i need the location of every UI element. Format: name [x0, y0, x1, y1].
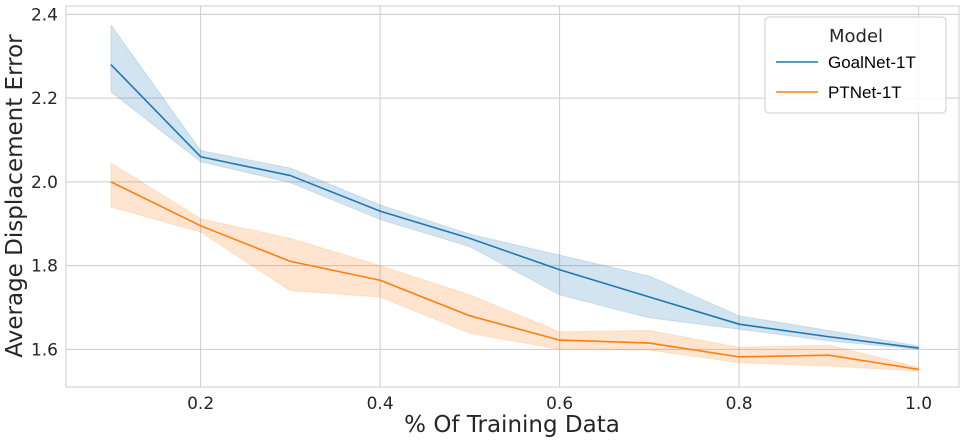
legend: Model GoalNet-1T PTNet-1T — [764, 16, 947, 114]
x-axis-label: % Of Training Data — [404, 412, 620, 438]
line-ptnet-1t — [110, 181, 919, 371]
y-tick-label: 2.0 — [31, 173, 58, 193]
y-axis-ticks: 1.6 1.8 2.0 2.2 2.4 — [31, 5, 58, 360]
line-goalnet-1t — [110, 64, 919, 349]
x-tick-label: 0.2 — [187, 394, 214, 414]
legend-title: Model — [829, 26, 883, 47]
y-tick-label: 2.4 — [31, 5, 58, 25]
legend-label-goalnet: GoalNet-1T — [828, 53, 916, 72]
legend-box — [764, 16, 947, 114]
x-tick-label: 1.0 — [905, 394, 932, 414]
legend-label-ptnet: PTNet-1T — [828, 83, 902, 102]
x-axis-ticks: 0.2 0.4 0.6 0.8 1.0 — [187, 394, 932, 414]
band-ptnet-1t — [110, 162, 920, 372]
series-lines — [110, 64, 919, 371]
y-axis-label: Average Displacement Error — [2, 34, 28, 358]
x-tick-label: 0.8 — [726, 394, 753, 414]
x-tick-label: 0.6 — [546, 394, 573, 414]
y-tick-label: 1.6 — [31, 340, 58, 360]
x-tick-label: 0.4 — [367, 394, 394, 414]
y-tick-label: 1.8 — [31, 257, 58, 277]
band-goalnet-1t — [110, 23, 920, 350]
confidence-bands — [110, 23, 920, 372]
y-tick-label: 2.2 — [31, 89, 58, 109]
